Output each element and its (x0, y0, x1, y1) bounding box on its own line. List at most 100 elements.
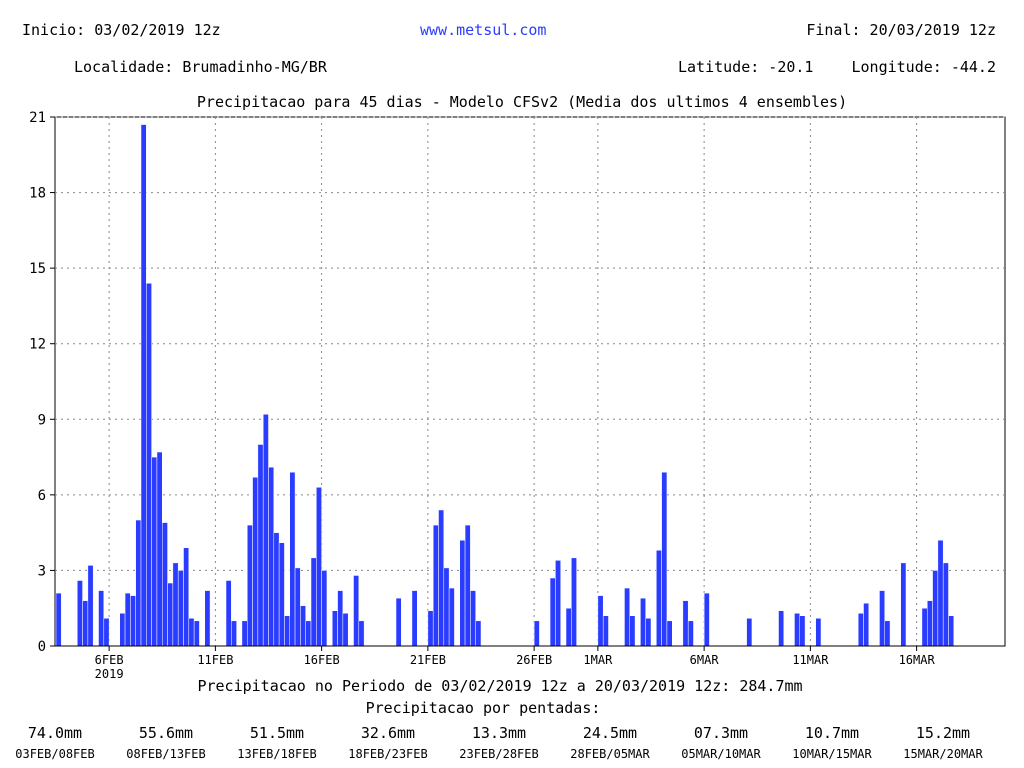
start-date: Inicio: 03/02/2019 12z (22, 21, 221, 39)
precip-bar (411, 590, 418, 647)
precip-bar (140, 124, 147, 647)
precip-bar (942, 562, 949, 647)
precip-bar (932, 570, 939, 647)
x-tick-label: 16MAR (899, 653, 936, 667)
precip-bar (77, 580, 83, 647)
precip-bar (921, 607, 928, 647)
precip-bar (156, 451, 163, 647)
total-precipitation: Precipitacao no Periodo de 03/02/2019 12… (197, 677, 803, 695)
precip-bar (682, 600, 689, 647)
pentad-item: 07.3mm 05MAR/10MAR (665, 724, 777, 762)
longitude: Longitude: -44.2 (851, 58, 997, 76)
x-tick-label: 6FEB (95, 653, 124, 667)
precip-bar (87, 565, 94, 647)
precip-bar (703, 592, 710, 647)
pentad-amount: 15.2mm (915, 724, 971, 742)
pentad-item: 15.2mm 15MAR/20MAR (887, 724, 999, 762)
precip-bar (146, 283, 152, 647)
x-tick-label: 1MAR (583, 653, 613, 667)
precip-bar (284, 615, 290, 647)
precip-bar (794, 613, 800, 647)
x-tick-label: 6MAR (690, 653, 720, 667)
pentad-period: 05MAR/10MAR (681, 747, 761, 761)
precip-bar (98, 590, 105, 647)
pentad-amount: 51.5mm (249, 724, 305, 742)
precip-bar (55, 592, 62, 647)
pentad-period: 18FEB/23FEB (348, 747, 428, 761)
precip-bar (193, 620, 200, 647)
precip-bar (459, 539, 466, 647)
x-tick-label: 16FEB (304, 653, 340, 667)
pentad-period: 08FEB/13FEB (126, 747, 206, 761)
precip-bar (443, 567, 450, 647)
precip-bar (475, 620, 482, 647)
precip-bar (666, 620, 673, 647)
pentads-title: Precipitacao por pentadas: (365, 699, 601, 717)
precip-bar (645, 618, 652, 647)
precip-bar (204, 590, 211, 647)
y-tick-label: 0 (38, 639, 46, 655)
pentad-item: 51.5mm 13FEB/18FEB (221, 724, 333, 762)
precip-bar (321, 570, 328, 647)
pentad-period: 23FEB/28FEB (459, 747, 539, 761)
y-tick-label: 12 (29, 337, 46, 353)
precip-bar (225, 580, 232, 647)
x-tick-label: 11FEB (197, 653, 233, 667)
locality: Localidade: Brumadinho-MG/BR (74, 58, 327, 76)
precip-bar (395, 597, 402, 647)
precip-bar (884, 620, 891, 647)
precip-bar (656, 550, 662, 647)
precip-bar (183, 547, 190, 647)
y-tick-label: 6 (38, 488, 46, 504)
pentad-amount: 07.3mm (693, 724, 749, 742)
precip-bar (857, 613, 864, 647)
precip-bar (746, 618, 753, 647)
precip-bar (262, 413, 269, 647)
pentad-amount: 32.6mm (360, 724, 416, 742)
precip-bar (177, 570, 184, 647)
precip-bar (252, 476, 259, 647)
x-tick-label: 21FEB (410, 653, 446, 667)
precip-bar (353, 575, 360, 647)
precip-bar (342, 613, 349, 647)
precip-bar (305, 620, 312, 647)
precip-bar (124, 592, 131, 647)
precip-bar (130, 595, 136, 647)
pentad-period: 03FEB/08FEB (15, 747, 95, 761)
precip-bar (241, 620, 248, 647)
precip-bar (549, 577, 556, 647)
pentad-amount: 24.5mm (582, 724, 638, 742)
x-tick-sublabel: 2019 (95, 667, 124, 681)
precip-bar (231, 620, 237, 647)
y-tick-label: 15 (29, 261, 46, 277)
precip-bar (879, 590, 885, 647)
y-tick-label: 3 (38, 563, 46, 579)
end-date: Final: 20/03/2019 12z (806, 21, 996, 39)
precip-bar (432, 524, 439, 647)
pentad-amount: 13.3mm (471, 724, 527, 742)
precip-bar (448, 587, 455, 647)
precip-bar (273, 532, 280, 647)
precip-bar (661, 471, 668, 647)
precip-bar (571, 557, 577, 647)
precip-bar (257, 444, 264, 647)
precip-bar (103, 618, 110, 647)
metsul-link[interactable]: www.metsul.com (420, 21, 547, 39)
precip-bar (602, 615, 609, 647)
precip-bar (687, 620, 694, 647)
precip-bar (119, 613, 126, 647)
precip-bar (597, 595, 604, 647)
precip-bar (172, 562, 179, 647)
precip-bar (815, 618, 822, 647)
x-tick-label: 26FEB (516, 653, 552, 667)
precip-bar (624, 587, 630, 647)
precip-bar (294, 567, 301, 647)
precip-bar (162, 522, 168, 647)
precip-bar (927, 600, 933, 647)
precip-bar (358, 620, 365, 647)
precip-bar (332, 610, 338, 647)
pentad-amount: 10.7mm (804, 724, 860, 742)
precip-bar (937, 539, 944, 647)
precip-bar (640, 597, 646, 647)
